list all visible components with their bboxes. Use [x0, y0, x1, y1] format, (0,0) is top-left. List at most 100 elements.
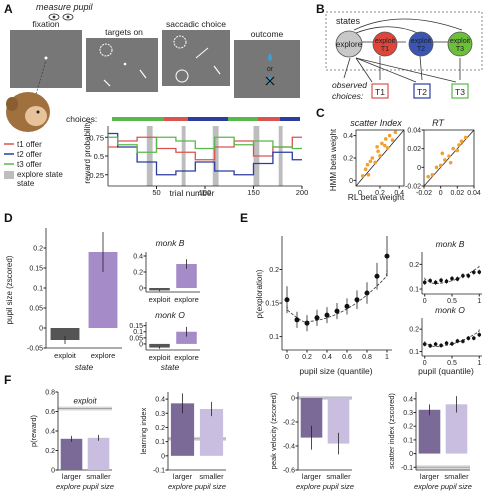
- panel-a-legend: t1 offer t2 offer t3 offer explore state…: [4, 140, 63, 188]
- scatter-point: [447, 154, 451, 158]
- panel-a-ylabel: reward probability: [83, 120, 92, 183]
- node-label-t2: exploit: [411, 38, 431, 45]
- bar-larger: [170, 403, 195, 456]
- data-point: [444, 279, 449, 284]
- y-tick-label: 0.1: [133, 329, 143, 336]
- y-tick-label: 0: [51, 468, 55, 475]
- panel-d-xlabel: state: [75, 362, 94, 372]
- legend-t3: t3 offer: [17, 160, 42, 169]
- bar-smaller: [199, 409, 224, 456]
- data-point: [455, 277, 460, 281]
- y-tick-label: 0.1: [403, 437, 413, 444]
- panel-c-xlabel: RL beta weight: [348, 192, 405, 202]
- scatter-point: [430, 173, 435, 177]
- data-point: [334, 308, 340, 314]
- target-t3: T3: [451, 83, 469, 99]
- scatter-point: [370, 156, 375, 160]
- y-tick-label: 0.8: [45, 390, 55, 397]
- scatter-point: [451, 146, 455, 151]
- panel-d-main-bars: exploit explore 0.2 0.15 0.1 0.05 0 -0.05: [27, 228, 122, 360]
- panel-d-xlabel-sub: state: [161, 362, 180, 372]
- y-tick-label: 0.3: [155, 411, 165, 418]
- x-tick-label: 0: [285, 354, 289, 361]
- scatter-point: [390, 138, 395, 142]
- scatter-point: [455, 148, 460, 153]
- state-node-t1: exploit T1: [372, 31, 398, 57]
- panel-d-monk-o-bars: exploit explore 0.150.10.050: [129, 322, 200, 362]
- data-point: [461, 273, 465, 278]
- category-label: larger: [302, 472, 322, 481]
- x-tick-label: 0.8: [362, 354, 372, 361]
- data-point: [422, 280, 427, 285]
- scatter-point: [443, 158, 447, 162]
- panel-e-title-o: monk O: [435, 305, 465, 315]
- x-tick-label: 0.2: [302, 354, 312, 361]
- panel-e-sub-xlabel: pupil (quantile): [418, 366, 474, 376]
- x-tick-label: 0: [358, 190, 362, 197]
- x-tick-label: 200: [296, 188, 309, 197]
- scatter-point: [448, 160, 453, 165]
- category-label: exploit: [149, 353, 172, 362]
- panel-c-title-right: RT: [432, 118, 445, 128]
- x-tick-label: 0.2: [375, 190, 385, 197]
- scatter-point: [363, 167, 368, 171]
- x-tick-label: 0.6: [342, 354, 352, 361]
- scatter-point: [376, 149, 380, 154]
- y-tick-label: 0.15: [129, 323, 143, 330]
- panel-a-line-chart: 0.75 0.5 0.25 50 100 150 200: [89, 126, 308, 197]
- scatter-point: [457, 143, 461, 147]
- bar-exploit: [149, 288, 170, 291]
- bar-explore: [176, 264, 197, 288]
- data-point: [364, 290, 370, 296]
- screen-label-targets: targets on: [105, 27, 143, 37]
- panel-f-ylabel: learning index: [139, 407, 148, 454]
- scatter-point: [383, 143, 387, 148]
- data-point: [472, 336, 476, 340]
- x-tick-label: 1: [385, 354, 389, 361]
- scatter-point: [393, 130, 398, 135]
- y-tick-label: 0.2: [155, 425, 165, 432]
- target-t1: T1: [371, 83, 389, 99]
- panel-f-xlabel: explore pupil size: [168, 482, 226, 491]
- observed-label: observed: [332, 80, 367, 90]
- panel-f-ylabel: p(reward): [29, 414, 38, 447]
- state-arrows: [343, 18, 463, 83]
- data-point: [433, 280, 438, 285]
- screen-label-outcome: outcome: [251, 29, 284, 39]
- category-label: explore: [174, 353, 199, 362]
- category-label: smaller: [199, 472, 224, 481]
- data-point: [374, 273, 380, 279]
- scatter-point: [426, 174, 430, 179]
- panel-e-monk-b-plot: 0 0.5 1 0.2 0.1: [409, 252, 482, 305]
- scatter-point: [366, 173, 371, 177]
- y-tick-label: -0.1: [401, 465, 413, 472]
- y-tick-label: 0.75: [89, 133, 104, 142]
- scatter-point: [387, 133, 392, 138]
- category-label: smaller: [444, 472, 469, 481]
- y-tick-label: -0.6: [283, 468, 295, 475]
- legend-explore: explore state: [17, 170, 63, 179]
- rt-scatter-plot: -0.02 0 0.02 0.040.040.020-0.02: [405, 128, 481, 198]
- scatter-point: [385, 146, 390, 150]
- y-tick-label: -0.2: [283, 420, 295, 427]
- y-tick-label: 0: [139, 341, 143, 348]
- scatter-index-plot: 0.2 0.4 0.4 0.2 00: [343, 129, 405, 197]
- bar-explore: [176, 331, 197, 344]
- bar-exploit: [50, 328, 80, 340]
- y-tick-label: 0.5: [94, 152, 104, 161]
- x-tick-label: 150: [247, 188, 260, 197]
- states-label: states: [336, 16, 361, 26]
- y-tick-label: 0.05: [29, 306, 43, 313]
- data-point: [354, 297, 360, 303]
- screen-label-fixation: fixation: [33, 19, 60, 29]
- panel-e-monk-o-plot: 0 0.5 1 0.2 0.1: [409, 318, 482, 367]
- panel-e-title-b: monk B: [436, 239, 465, 249]
- bar-larger: [300, 398, 323, 438]
- y-tick-label: 0.3: [403, 410, 413, 417]
- scatter-point: [368, 159, 373, 164]
- data-point: [450, 276, 454, 281]
- y-tick-label: 0.1: [269, 334, 279, 341]
- panel-f-xlabel: explore pupil size: [56, 482, 114, 491]
- monkey-icon: [6, 59, 50, 132]
- category-label: larger: [173, 472, 193, 481]
